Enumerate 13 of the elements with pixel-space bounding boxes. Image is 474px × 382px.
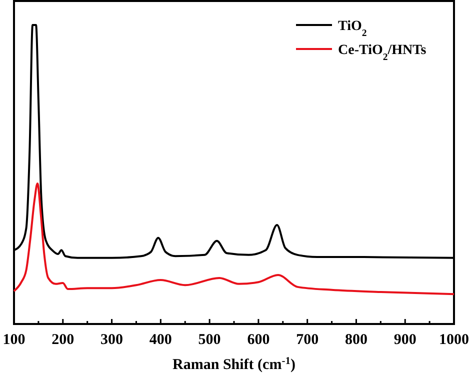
x-tick-label: 400 [149, 332, 172, 348]
x-tick-label: 200 [52, 332, 74, 348]
x-axis-title: Raman Shift (cm$^{-1}$) [172, 356, 296, 373]
x-tick-label: 100 [2, 332, 26, 348]
x-tick-label: 1000 [439, 332, 469, 348]
x-tick-label: 300 [100, 332, 124, 348]
x-tick-label: 800 [344, 332, 368, 348]
legend-label: TiO$_{2}$ [338, 19, 367, 38]
x-tick-label: 500 [198, 332, 221, 348]
x-tick-label: 700 [296, 332, 319, 348]
x-tick-label: 600 [247, 332, 270, 348]
legend-label: Ce-TiO$_{2}$/HNTs [338, 43, 427, 62]
x-tick-label: 900 [394, 332, 416, 348]
